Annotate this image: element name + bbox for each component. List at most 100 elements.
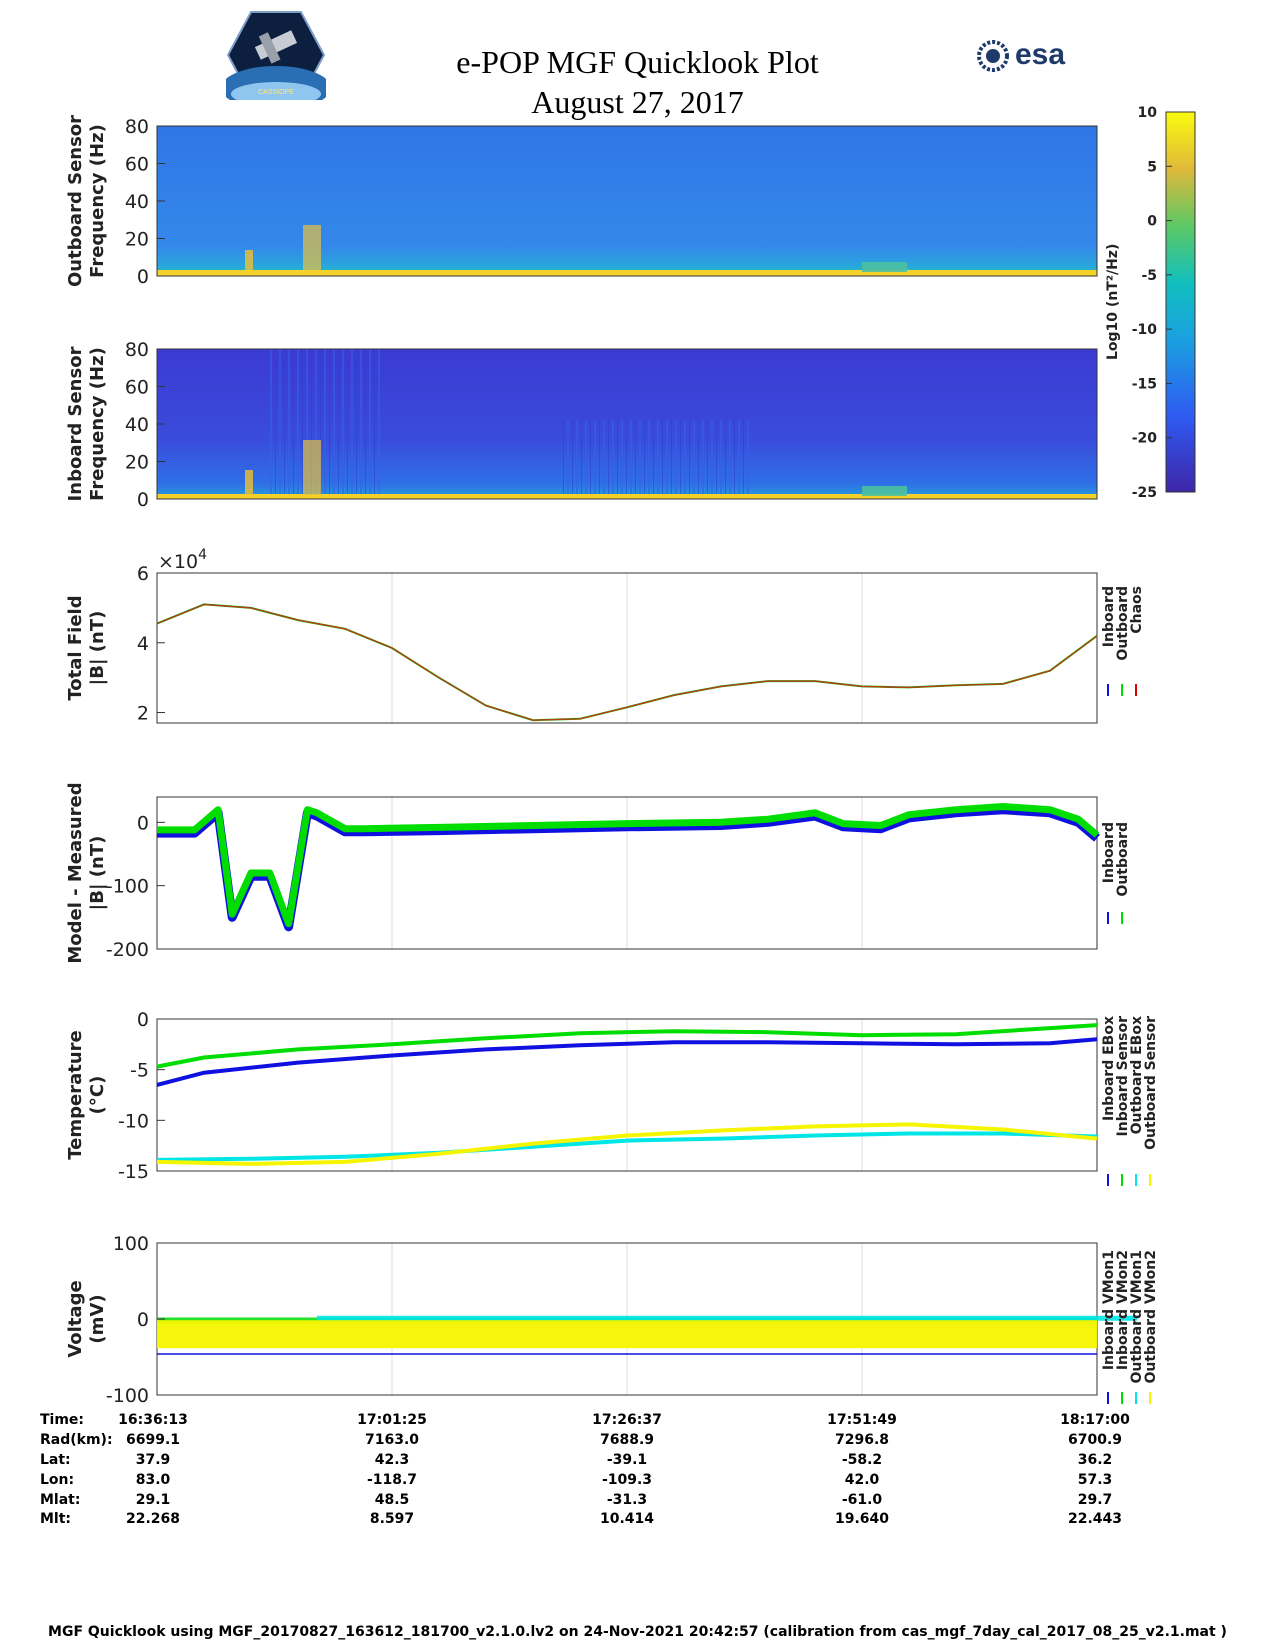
ytick-label: 2 [137, 703, 149, 725]
ylabel-line: Temperature [65, 1030, 86, 1159]
ephemeris-row-label: Mlt: [40, 1511, 72, 1527]
ephemeris-value: 7163.0 [364, 1432, 420, 1448]
ylabel-line: Voltage [65, 1280, 86, 1357]
ephemeris-value: 7688.9 [599, 1432, 655, 1448]
colorbar-label: Log10 (nT²/Hz) [1105, 244, 1121, 360]
colorbar-ticks: 10 5 0 -5 -10 -15 -20 -25 [1132, 105, 1172, 501]
legend-entry: Outboard EBox [1129, 1016, 1145, 1134]
ytick-label: 0 [137, 812, 149, 834]
model-outboard-line [157, 803, 1100, 928]
ephemeris-value: 57.3 [1077, 1472, 1113, 1488]
ephemeris-row-label: Rad(km): [40, 1432, 113, 1448]
esa-logo-mark [977, 40, 1009, 73]
ephemeris-value: 42.3 [374, 1452, 410, 1468]
ytick-label: 20 [125, 229, 149, 251]
ylabel-line: Outboard Sensor [65, 115, 86, 287]
panel-frame [156, 796, 1098, 950]
cassiope-logo: CASSIOPE [226, 11, 326, 100]
ephemeris-row-label: Lat: [40, 1452, 71, 1468]
inboard-streaks-1 [270, 349, 380, 499]
legend-entry: Outboard VMon1 [1129, 1250, 1145, 1384]
ytick-label: 40 [125, 414, 149, 436]
colorbar: 10 5 0 -5 -10 -15 -20 -25 Log10 (nT²/Hz) [1105, 105, 1196, 501]
colorbar-tick-label: 5 [1147, 159, 1157, 175]
inboard-burst-3 [862, 486, 907, 496]
ephemeris-value: 6699.1 [125, 1432, 181, 1448]
ytick-label: 100 [113, 1233, 149, 1255]
ephemeris-value: -118.7 [366, 1472, 418, 1488]
outboard-burst-2 [303, 225, 321, 270]
ytick-label: 60 [125, 154, 149, 176]
model-minus-measured-panel: 0 -100 -200 Model - Measured |B| (nT) Inboard… [65, 782, 1131, 963]
voltage-series-band [317, 1315, 1137, 1321]
ephemeris-value: 29.1 [135, 1492, 171, 1508]
panel-frame [156, 572, 1098, 724]
temperature-series-line [156, 1122, 1098, 1166]
outboard-spectrogram-yticks: 80 60 40 20 0 [125, 116, 165, 288]
ephemeris-value: 17:51:49 [827, 1412, 897, 1428]
ephemeris-value: 8.597 [369, 1511, 415, 1527]
inboard-spectrogram-ylabel: Inboard Sensor Frequency (Hz) [65, 346, 108, 501]
ephemeris-value: -61.0 [841, 1492, 883, 1508]
outboard-spectrogram-ylabel: Outboard Sensor Frequency (Hz) [65, 115, 108, 287]
ylabel-line: |B| (nT) [87, 611, 108, 686]
ephemeris-value: -39.1 [606, 1452, 648, 1468]
ephemeris-row-label: Lon: [40, 1472, 75, 1488]
ephemeris-value: 22.268 [125, 1511, 181, 1527]
ephemeris-value: 42.0 [844, 1472, 880, 1488]
ephemeris-value: 83.0 [135, 1472, 171, 1488]
legend-entry: Outboard Sensor [1143, 1016, 1159, 1150]
ylabel-line: Model - Measured [65, 782, 86, 963]
outboard-spectrogram-panel: 80 60 40 20 0 Outboard Sensor Frequency (Hz) [65, 115, 1098, 288]
colorbar-gradient [1165, 111, 1196, 493]
plot-title: e-POP MGF Quicklook Plot [456, 44, 819, 80]
footer-text: MGF Quicklook using MGF_20170827_163612_… [48, 1624, 1227, 1640]
ylabel-line: Total Field [65, 595, 86, 700]
ephemeris-value: 36.2 [1077, 1452, 1113, 1468]
inboard-burst-1 [245, 470, 253, 495]
ytick-label: -15 [118, 1161, 149, 1183]
ytick-label: 0 [137, 1309, 149, 1331]
ephemeris-value: -58.2 [841, 1452, 883, 1468]
ephemeris-value: -31.3 [606, 1492, 648, 1508]
ephemeris-value: 37.9 [135, 1452, 171, 1468]
ylabel-line: (mV) [87, 1294, 108, 1343]
ephemeris-row-label: Mlat: [40, 1492, 81, 1508]
outboard-burst-1 [245, 250, 253, 270]
ytick-label: -10 [118, 1110, 149, 1132]
ytick-label: 80 [125, 339, 149, 361]
legend-entry: Chaos [1129, 586, 1145, 634]
plot-date: August 27, 2017 [531, 84, 744, 120]
ephemeris-row-label: Time: [40, 1412, 85, 1428]
legend-entry: Inboard [1101, 586, 1117, 647]
colorbar-tick-label: 0 [1147, 214, 1157, 230]
ephemeris-value: 6700.9 [1067, 1432, 1123, 1448]
ytick-label: 0 [137, 1009, 149, 1031]
outboard-burst-3 [862, 262, 907, 272]
outboard-spectrogram-image [157, 126, 1097, 276]
ytick-label: -100 [106, 876, 149, 898]
voltage-series-band [157, 1320, 1097, 1349]
colorbar-tick-label: 10 [1138, 105, 1158, 121]
total-field-panel: 6 4 2 Total Field |B| (nT) InboardOutboardCha… [65, 563, 1145, 725]
outboard-low-frequency-band [157, 270, 1097, 276]
colorbar-tick-label: -25 [1132, 485, 1157, 501]
panel-frame [156, 1018, 1098, 1172]
ytick-label: 60 [125, 377, 149, 399]
colorbar-tick-label: -10 [1132, 322, 1158, 338]
ylabel-line: Frequency (Hz) [87, 124, 108, 278]
ytick-label: -5 [130, 1060, 149, 1082]
legend-entry: Outboard VMon2 [1143, 1250, 1159, 1384]
temperature-series-line [156, 1023, 1098, 1069]
inboard-streaks-2 [560, 420, 750, 499]
inboard-spectrogram-yticks: 80 60 40 20 0 [125, 339, 165, 511]
ytick-label: 0 [137, 266, 149, 288]
legend-entry: Inboard [1101, 822, 1117, 883]
ytick-label: 20 [125, 452, 149, 474]
total-field-chaos-line [156, 603, 1098, 721]
ephemeris-value: 10.414 [599, 1511, 655, 1527]
ylabel-line: Inboard Sensor [65, 346, 86, 501]
temperature-series-line [156, 1037, 1098, 1087]
inboard-burst-2 [303, 440, 321, 495]
ylabel-line: Frequency (Hz) [87, 347, 108, 501]
